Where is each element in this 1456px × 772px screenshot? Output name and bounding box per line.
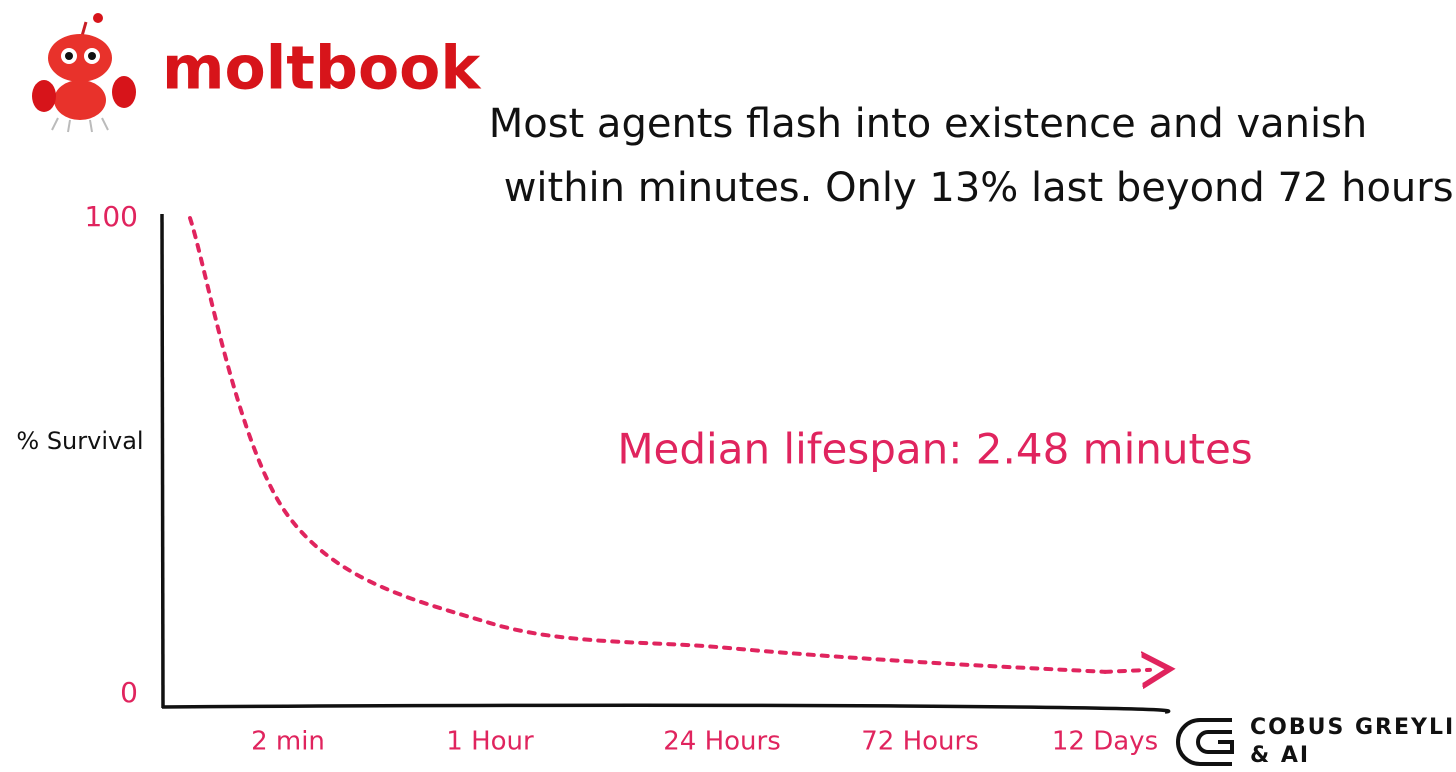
credit: & AI <box>1250 743 1310 768</box>
credit-logo <box>1176 718 1234 766</box>
chart-title: Most agents flash into existence and van… <box>489 101 1368 147</box>
y-axis <box>160 213 165 709</box>
x-tick-label: 72 Hours <box>861 727 979 757</box>
y-tick-label: 100 <box>85 200 138 233</box>
y-tick-label: 0 <box>120 676 138 709</box>
arrow-tail <box>1103 670 1150 672</box>
brand-logo: moltbook <box>162 34 482 104</box>
x-tick-label: 1 Hour <box>446 727 534 757</box>
x-tick-label: 12 Days <box>1052 727 1158 757</box>
mascot-logo <box>32 13 136 133</box>
annotation: Median lifespan: 2.48 minutes <box>617 425 1252 474</box>
x-tick-label: 24 Hours <box>663 727 781 757</box>
survival-line <box>188 216 1107 674</box>
x-axis <box>161 703 1171 714</box>
credit: COBUS GREYLING <box>1250 715 1456 740</box>
x-tick-label: 2 min <box>251 727 325 757</box>
y-axis-label: % Survival <box>16 427 143 455</box>
chart-title: within minutes. Only 13% last beyond 72 … <box>504 165 1456 211</box>
